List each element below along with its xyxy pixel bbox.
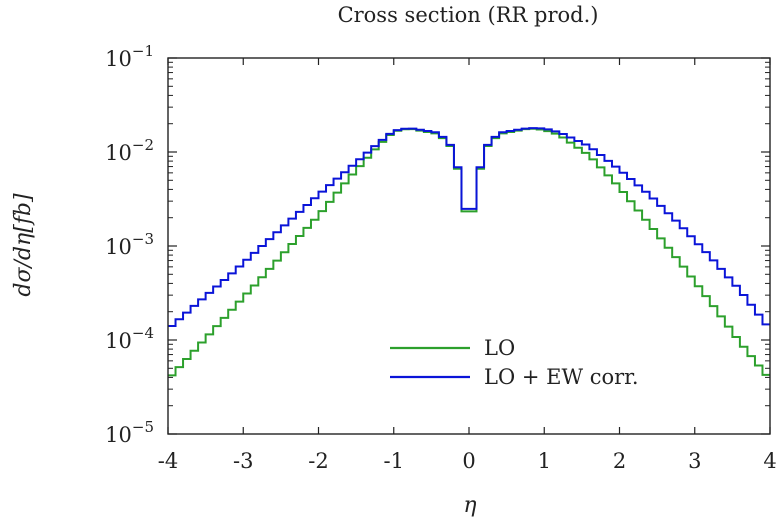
series-line-1	[168, 127, 770, 327]
x-tick-label: 4	[763, 449, 776, 473]
x-tick-label: -2	[308, 449, 328, 473]
x-tick-label: 0	[462, 449, 475, 473]
y-tick-label-base: 10	[105, 235, 132, 259]
legend-label-1: LO + EW corr.	[484, 365, 639, 389]
x-tick-label: -3	[233, 449, 253, 473]
axis-ticks: -4 -3 -2 -1 0 1 2 3 410−110−210−310−410−5	[105, 42, 777, 473]
x-tick-label: 3	[688, 449, 701, 473]
y-tick-label-base: 10	[105, 423, 132, 447]
x-tick-label: 1	[538, 449, 551, 473]
x-tick-label: 2	[613, 449, 626, 473]
x-tick-label: -4	[158, 449, 178, 473]
chart-title: Cross section (RR prod.)	[338, 3, 599, 27]
plot-frame	[167, 57, 771, 435]
y-tick-label-exponent: −4	[132, 324, 154, 342]
y-tick-label: 10−2	[105, 136, 154, 165]
legend-label-0: LO	[484, 336, 515, 360]
y-tick-label: 10−1	[105, 42, 154, 71]
series-line-0	[168, 127, 770, 377]
y-tick-label-base: 10	[105, 329, 132, 353]
y-tick-label-exponent: −2	[132, 136, 154, 154]
legend: LO LO + EW corr.	[390, 336, 639, 389]
y-tick-label-exponent: −5	[132, 418, 154, 436]
y-axis-label: dσ/dη[fb]	[11, 193, 36, 297]
y-tick-label-base: 10	[105, 47, 132, 71]
y-tick-label-exponent: −1	[132, 42, 154, 60]
y-tick-label: 10−4	[105, 324, 154, 353]
y-tick-label-exponent: −3	[132, 230, 154, 248]
y-tick-label-base: 10	[105, 141, 132, 165]
x-axis-label: η	[463, 493, 476, 518]
series-layer	[168, 127, 770, 377]
x-tick-label: -1	[384, 449, 404, 473]
y-tick-label: 10−3	[105, 230, 154, 259]
y-tick-label: 10−5	[105, 418, 154, 447]
